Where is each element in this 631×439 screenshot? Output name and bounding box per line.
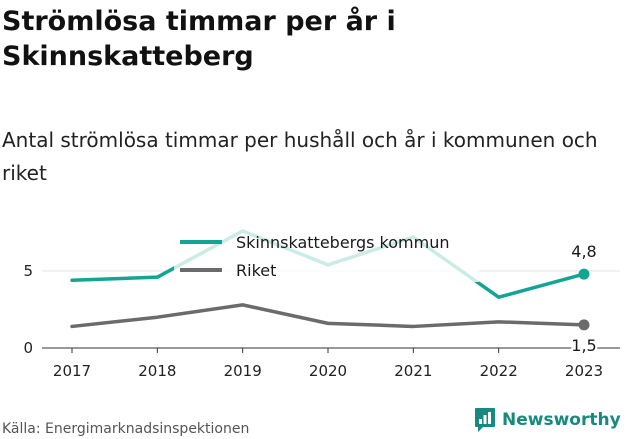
legend-background (174, 228, 479, 282)
x-tick-label: 2018 (138, 362, 176, 380)
x-tick-label: 2021 (394, 362, 432, 380)
x-tick-label: 2019 (224, 362, 262, 380)
end-value-label: 1,5 (571, 336, 596, 355)
newsworthy-logo-icon (475, 408, 495, 432)
chart-subtitle: Antal strömlösa timmar per hushåll och å… (2, 128, 598, 185)
x-tick-label: 2022 (480, 362, 518, 380)
legend-label: Riket (236, 261, 276, 280)
x-tick-label: 2023 (565, 362, 603, 380)
brand-name: Newsworthy (502, 410, 621, 430)
newsworthy-brand[interactable]: Newsworthy (474, 407, 621, 433)
line-chart: 0 5 2017 2018 2019 2020 2021 2022 2023 Skinnskatt… (23, 228, 620, 380)
y-tick-label: 5 (23, 262, 33, 280)
chart-title: Strömlösa timmar per år i Skinnskatteber… (2, 6, 396, 72)
x-tick-label: 2020 (309, 362, 347, 380)
end-value-label: 4,8 (571, 242, 596, 261)
source-note: Källa: Energimarknadsinspektionen (2, 421, 250, 437)
riket-series-line (70, 303, 586, 329)
x-tick-label: 2017 (53, 362, 91, 380)
end-point-marker (578, 319, 590, 331)
legend-label: Skinnskattebergs kommun (236, 233, 449, 252)
y-tick-label: 0 (23, 339, 33, 357)
end-point-marker (578, 268, 590, 280)
